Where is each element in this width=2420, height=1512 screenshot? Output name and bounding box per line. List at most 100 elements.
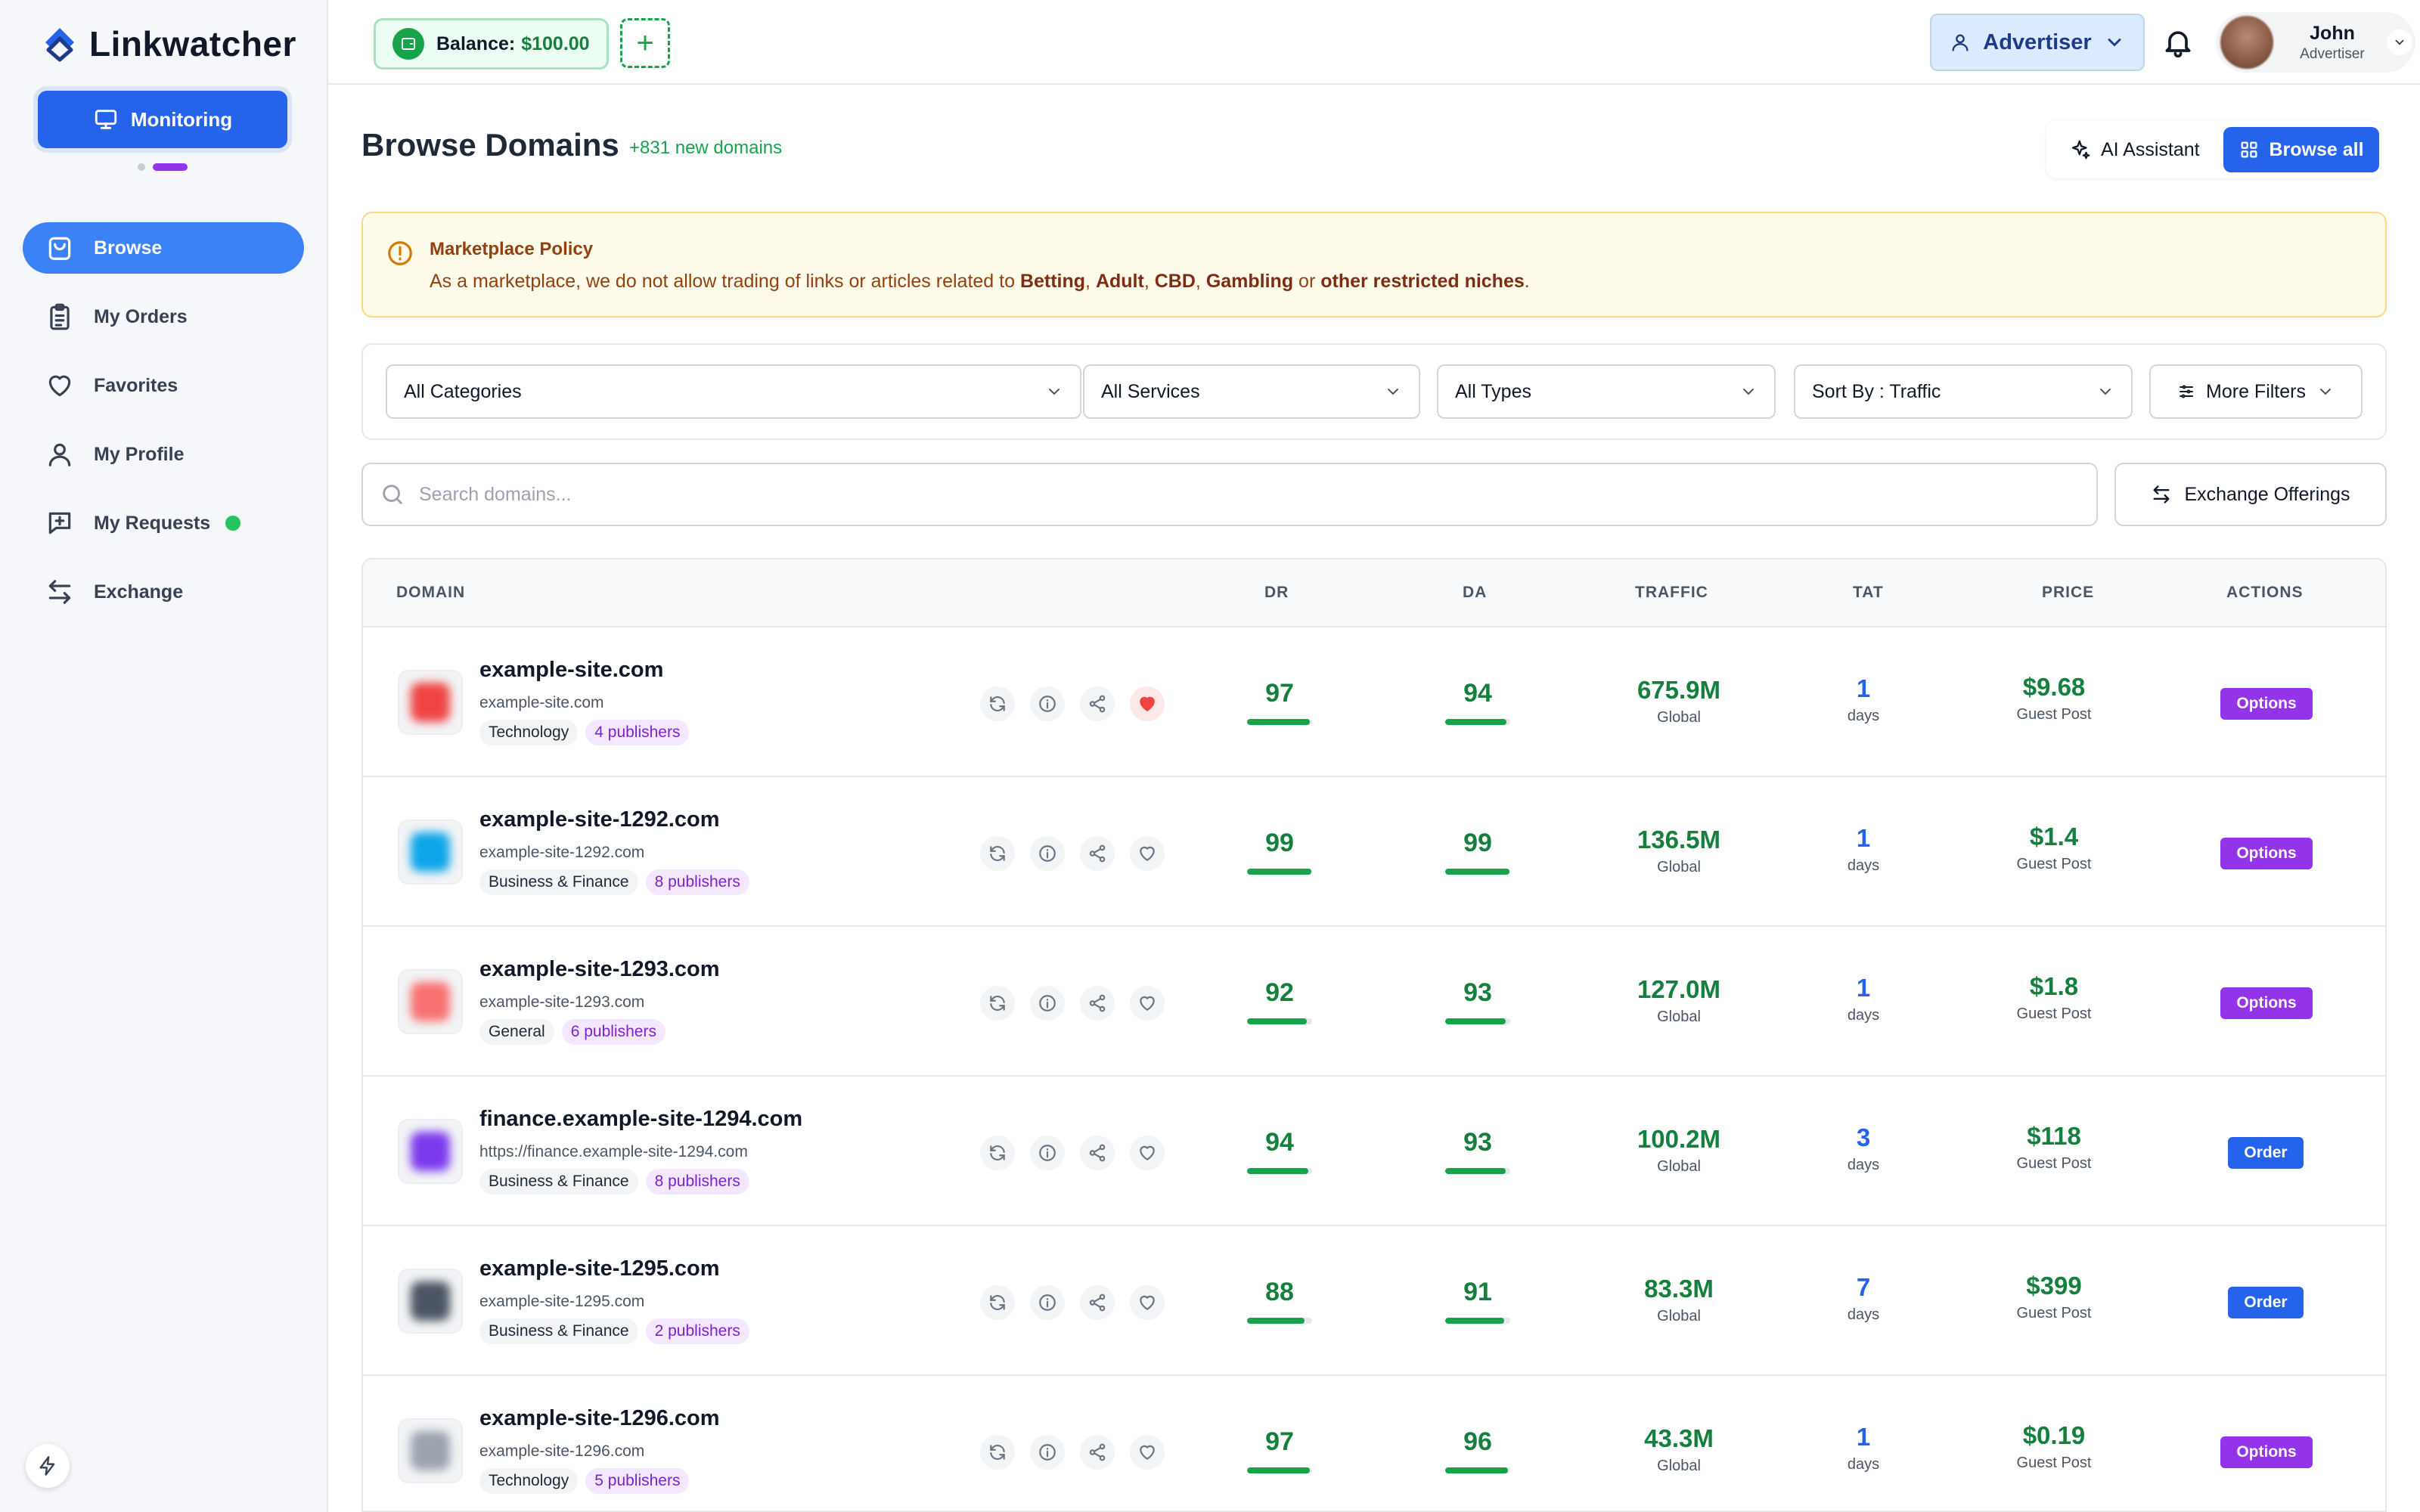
publishers-tag[interactable]: 6 publishers: [561, 1019, 666, 1045]
share-button[interactable]: [1080, 1435, 1115, 1470]
table-row[interactable]: example-site.com example-site.com Techno…: [363, 627, 2385, 777]
sidebar-item-my-requests[interactable]: My Requests: [23, 497, 304, 549]
options-button[interactable]: Options: [2220, 987, 2313, 1019]
add-balance-button[interactable]: +: [620, 18, 670, 68]
table-row[interactable]: example-site-1292.com example-site-1292.…: [363, 777, 2385, 927]
share-button[interactable]: [1080, 836, 1115, 871]
monitoring-button[interactable]: Monitoring: [38, 91, 287, 148]
column-header-domain[interactable]: DOMAIN: [396, 584, 466, 601]
policy-separator: ,: [1195, 271, 1206, 292]
info-button[interactable]: [1030, 1136, 1065, 1170]
refresh-button[interactable]: [980, 1435, 1015, 1470]
share-button[interactable]: [1080, 986, 1115, 1021]
favorite-button[interactable]: [1130, 1285, 1165, 1320]
domain-name[interactable]: example-site-1293.com: [479, 957, 720, 981]
column-header-da[interactable]: DA: [1463, 584, 1488, 601]
refresh-button[interactable]: [980, 836, 1015, 871]
sidebar-item-browse[interactable]: Browse: [23, 222, 304, 274]
refresh-button[interactable]: [980, 986, 1015, 1021]
domain-tags: Technology 4 publishers: [479, 720, 690, 745]
column-header-tat[interactable]: TAT: [1853, 584, 1884, 601]
traffic-region: Global: [1657, 1308, 1701, 1325]
column-header-dr[interactable]: DR: [1264, 584, 1289, 601]
price-value: $0.19: [2022, 1421, 2086, 1449]
table-row[interactable]: example-site-1295.com example-site-1295.…: [363, 1226, 2385, 1376]
sidebar-item-my-orders[interactable]: My Orders: [23, 291, 304, 342]
publishers-tag[interactable]: 5 publishers: [585, 1468, 690, 1494]
info-button[interactable]: [1030, 1285, 1065, 1320]
requests-status-dot: [225, 516, 241, 531]
chevron-down-icon: [2319, 389, 2331, 395]
favorite-button[interactable]: [1130, 686, 1165, 721]
info-button[interactable]: [1030, 1435, 1065, 1470]
heart-icon: [48, 375, 71, 397]
more-filters-button[interactable]: More Filters: [2149, 364, 2363, 419]
share-button[interactable]: [1080, 1136, 1115, 1170]
share-button[interactable]: [1080, 1285, 1115, 1320]
domain-name[interactable]: example-site-1296.com: [479, 1406, 720, 1430]
exchange-offerings-button[interactable]: Exchange Offerings: [2114, 463, 2387, 526]
options-button[interactable]: Options: [2220, 688, 2313, 720]
favorite-button[interactable]: [1130, 836, 1165, 871]
info-button[interactable]: [1030, 986, 1065, 1021]
domain-url: example-site-1292.com: [479, 844, 645, 861]
traffic-value: 43.3M: [1644, 1424, 1714, 1452]
info-button[interactable]: [1030, 686, 1065, 721]
info-button[interactable]: [1030, 836, 1065, 871]
publishers-tag[interactable]: 2 publishers: [645, 1318, 749, 1344]
options-button[interactable]: Options: [2220, 1436, 2313, 1468]
domain-name[interactable]: example-site-1295.com: [479, 1256, 720, 1281]
publishers-tag[interactable]: 8 publishers: [645, 869, 749, 895]
category-tag: Technology: [479, 720, 579, 745]
carousel-dot[interactable]: [138, 163, 145, 171]
user-menu[interactable]: John Advertiser: [2216, 12, 2415, 73]
browse-all-button[interactable]: Browse all: [2223, 127, 2379, 172]
table-row[interactable]: example-site-1293.com example-site-1293.…: [363, 927, 2385, 1077]
search-box[interactable]: [361, 463, 2098, 526]
balance-badge[interactable]: Balance: $100.00: [374, 18, 609, 70]
refresh-button[interactable]: [980, 686, 1015, 721]
policy-term: Gambling: [1205, 271, 1294, 292]
traffic-cell: 83.3M Global: [1588, 1275, 1770, 1325]
order-button[interactable]: Order: [2228, 1287, 2304, 1318]
types-select[interactable]: All Types: [1437, 364, 1776, 419]
favorite-button[interactable]: [1130, 986, 1165, 1021]
search-input[interactable]: [419, 483, 1931, 506]
table-row[interactable]: example-site-1296.com example-site-1296.…: [363, 1376, 2385, 1510]
order-button[interactable]: Order: [2228, 1137, 2304, 1169]
table-row[interactable]: finance.example-site-1294.com https://fi…: [363, 1077, 2385, 1226]
column-header-traffic[interactable]: TRAFFIC: [1635, 584, 1708, 601]
services-select[interactable]: All Services: [1083, 364, 1420, 419]
favicon-image: [411, 1132, 450, 1171]
role-switcher[interactable]: Advertiser: [1930, 14, 2145, 71]
app-logo[interactable]: Linkwatcher: [41, 21, 296, 67]
dr-value: 97: [1265, 1427, 1294, 1456]
favicon-image: [411, 982, 450, 1021]
carousel-dot-active[interactable]: [153, 163, 188, 171]
balance-amount: $100.00: [521, 33, 590, 54]
traffic-value: 83.3M: [1644, 1275, 1714, 1303]
quick-action-button[interactable]: [26, 1444, 70, 1488]
domain-name[interactable]: finance.example-site-1294.com: [479, 1107, 803, 1131]
bell-icon[interactable]: [2161, 26, 2195, 59]
refresh-button[interactable]: [980, 1285, 1015, 1320]
publishers-tag[interactable]: 8 publishers: [645, 1169, 749, 1194]
refresh-button[interactable]: [980, 1136, 1015, 1170]
share-icon: [1089, 994, 1106, 1012]
carousel-indicator[interactable]: [138, 163, 188, 171]
sort-select[interactable]: Sort By : Traffic: [1794, 364, 2133, 419]
share-button[interactable]: [1080, 686, 1115, 721]
favorite-button[interactable]: [1130, 1136, 1165, 1170]
sidebar-item-favorites[interactable]: Favorites: [23, 360, 304, 411]
favorite-button[interactable]: [1130, 1435, 1165, 1470]
price-type: Guest Post: [2016, 1005, 2092, 1022]
categories-select[interactable]: All Categories: [386, 364, 1081, 419]
domain-name[interactable]: example-site-1292.com: [479, 807, 720, 832]
options-button[interactable]: Options: [2220, 838, 2313, 869]
publishers-tag[interactable]: 4 publishers: [585, 720, 690, 745]
ai-assistant-button[interactable]: AI Assistant: [2046, 138, 2223, 161]
sidebar-item-exchange[interactable]: Exchange: [23, 566, 304, 618]
domain-name[interactable]: example-site.com: [479, 658, 664, 682]
column-header-price[interactable]: PRICE: [2042, 584, 2095, 601]
sidebar-item-my-profile[interactable]: My Profile: [23, 429, 304, 480]
